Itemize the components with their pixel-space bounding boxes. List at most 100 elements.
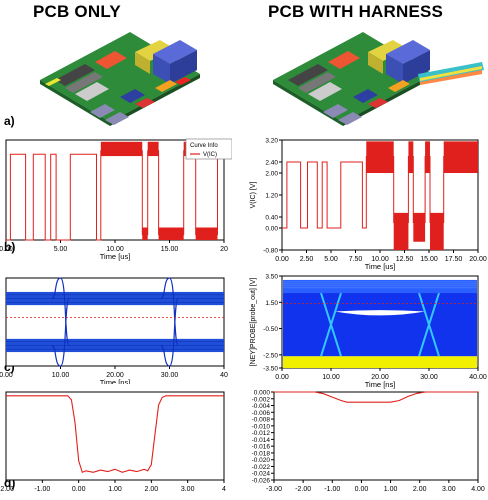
y-tick-label: -0.50 — [263, 326, 278, 333]
x-tick-label: 15.00 — [161, 246, 179, 253]
x-axis-label: Time [ns] — [100, 378, 131, 384]
eye-upper-band — [283, 279, 477, 294]
x-tick-label: 2.00 — [413, 486, 427, 493]
chart-d-left-transfer: -2.00 -1.00 0.00 1.00 2.00 3.00 4 — [0, 391, 226, 493]
ringing-band-high — [147, 141, 159, 157]
x-tick-label: 3.00 — [442, 486, 456, 493]
x-axis-label: Time [ns] — [365, 380, 396, 389]
y-tick-label: -0.016 — [252, 444, 271, 451]
x-tick-label: 10.00 — [371, 256, 389, 263]
plot-frame — [5, 277, 225, 367]
x-tick-label: 1.00 — [384, 486, 398, 493]
ringing-band-low — [158, 227, 184, 240]
y-tick-label: 0.000 — [254, 390, 271, 397]
chart-c-right-eye: 0.00 10.00 20.00 30.00 40.00 -3.50 -2.50 -0.50 1… — [250, 274, 487, 390]
legend-title: Curve Info — [190, 143, 218, 149]
y-tick-label: -3.50 — [263, 366, 278, 373]
y-tick-label: -0.020 — [252, 457, 271, 464]
x-tick-label: 20.00 — [371, 374, 389, 381]
x-tick-label: 3.00 — [181, 486, 195, 493]
x-tick-label: 1.00 — [108, 486, 122, 493]
ringing-block — [408, 141, 414, 173]
y-tick-label: -2.50 — [263, 352, 278, 359]
ringing-block — [443, 141, 478, 173]
plot-frame — [273, 391, 479, 481]
series-transfer-line — [6, 395, 224, 474]
y-tick-label: 1.20 — [265, 193, 278, 200]
ringing-block — [413, 212, 426, 242]
eye-opening — [335, 310, 425, 316]
y-tick-label: -0.014 — [252, 437, 271, 444]
x-tick-label: 2.50 — [300, 256, 314, 263]
legend-entry: V(IC) — [203, 152, 217, 158]
y-axis-label: [NEY]PROBE[probe_out] [V] — [250, 278, 257, 367]
x-tick-label: 20.00 — [106, 372, 124, 379]
ringing-band-low — [142, 227, 148, 240]
y-tick-label: -0.80 — [263, 248, 278, 255]
x-tick-label: 40 — [220, 372, 228, 379]
ringing-block — [429, 212, 444, 250]
title-pcb-with-harness: PCB WITH HARNESS — [268, 2, 444, 21]
x-tick-label: 0.00 — [355, 486, 369, 493]
eye-mass — [283, 287, 477, 357]
x-tick-label: 30.00 — [161, 372, 179, 379]
y-tick-label: -0.012 — [252, 430, 271, 437]
y-tick-label: 0.00 — [265, 226, 278, 233]
x-tick-label: 30.00 — [420, 374, 438, 381]
plot-frame — [5, 391, 225, 481]
x-axis-label: Time [us] — [100, 252, 131, 261]
chart-d-right-transfer: -3.00 -2.00 -1.00 0.00 1.00 2.00 3.00 4.00 -0.02… — [252, 390, 485, 493]
y-tick-label: 3.20 — [265, 138, 278, 145]
x-tick-label: 4 — [222, 486, 226, 493]
title-pcb-only: PCB ONLY — [33, 2, 121, 21]
y-tick-label: -0.008 — [252, 417, 271, 424]
x-tick-label: 12.50 — [396, 256, 414, 263]
x-tick-label: 0.00 — [275, 256, 289, 263]
x-tick-label: -1.00 — [34, 486, 50, 493]
chart-b-left-voltage: 0.00 5.00 10.00 15.00 20 Time [us] Curve Info V… — [0, 138, 232, 261]
pcb-with-harness-board-illustration — [273, 32, 484, 126]
y-tick-label: -0.022 — [252, 464, 271, 471]
eye-crossing — [160, 297, 179, 367]
x-tick-label: -2.00 — [295, 486, 311, 493]
y-tick-label: -0.010 — [252, 423, 271, 430]
x-tick-label: 10.00 — [106, 246, 124, 253]
pcb-only-board-illustration — [40, 32, 200, 126]
y-tick-label: -0.006 — [252, 410, 271, 417]
x-tick-label: 7.50 — [349, 256, 363, 263]
x-tick-label: 20 — [220, 246, 228, 253]
y-tick-label: -0.004 — [252, 403, 271, 410]
ringing-band-low — [195, 227, 218, 240]
y-tick-label: -0.002 — [252, 396, 271, 403]
series-vic-line — [6, 150, 224, 241]
x-tick-label: -3.00 — [266, 486, 282, 493]
chart-b-right-voltage: 0.00 2.50 5.00 7.50 10.00 12.50 15.00 17.50 20.0… — [250, 138, 487, 272]
x-tick-label: 10.00 — [322, 374, 340, 381]
eye-crossing — [51, 277, 70, 347]
row-label-d: d) — [4, 476, 16, 490]
row-label-a: a) — [4, 114, 15, 128]
row-label-b: b) — [4, 240, 16, 254]
x-tick-label: 10.00 — [52, 372, 70, 379]
y-tick-label: 2.40 — [265, 160, 278, 167]
eye-crossing — [160, 277, 179, 347]
ringing-block — [366, 141, 394, 173]
x-tick-label: 15.00 — [420, 256, 438, 263]
x-tick-label: 0.00 — [0, 372, 13, 379]
y-tick-label: -0.024 — [252, 471, 271, 478]
eye-crossing — [320, 292, 342, 357]
eye-crossing — [51, 297, 70, 367]
row-label-c: c) — [4, 360, 15, 374]
x-tick-label: 5.00 — [324, 256, 338, 263]
y-tick-label: 2.00 — [265, 171, 278, 178]
y-tick-label: -0.018 — [252, 450, 271, 457]
x-axis-label: Time [us] — [365, 262, 396, 271]
x-tick-label: 4.00 — [471, 486, 485, 493]
x-tick-label: 0.00 — [0, 246, 13, 253]
y-tick-label: 0.40 — [265, 215, 278, 222]
ringing-block — [393, 212, 409, 250]
x-tick-label: 0.00 — [275, 374, 289, 381]
x-tick-label: 40.00 — [469, 374, 487, 381]
chart-c-left-eye: 0.00 10.00 20.00 30.00 40 Time [ns] — [0, 277, 228, 384]
x-tick-label: 17.50 — [445, 256, 463, 263]
